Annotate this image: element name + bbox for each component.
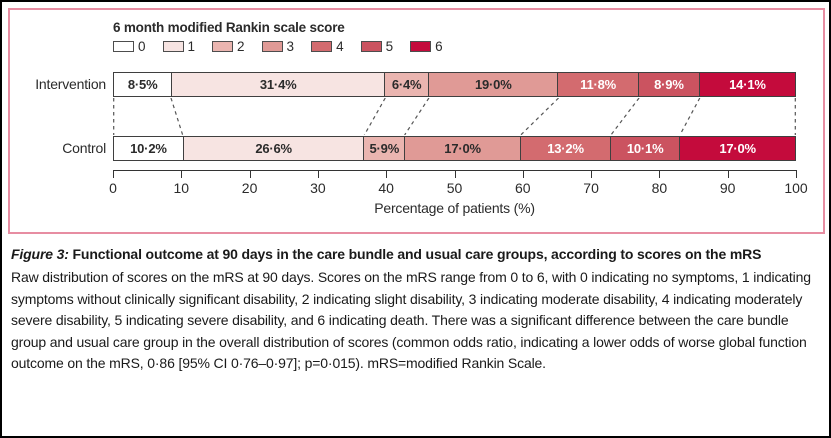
connector-line <box>520 98 559 135</box>
row-label-intervention: Intervention <box>35 76 106 92</box>
legend-item-4: 4 <box>311 39 344 54</box>
segment-mrs1: 26·6% <box>183 137 365 160</box>
chart-panel: 6 month modified Rankin scale score 0 1 2 3… <box>8 8 825 234</box>
caption-body: Raw distribution of scores on the mRS at… <box>11 269 811 371</box>
segment-mrs2: 5·9% <box>364 137 406 160</box>
axis-tick <box>659 171 661 178</box>
connector-line <box>679 98 701 135</box>
legend-swatch-5 <box>360 41 382 52</box>
axis-tick-label: 60 <box>515 180 531 196</box>
axis-tick-label: 10 <box>173 180 190 196</box>
axis-tick-label: 0 <box>109 180 117 196</box>
legend-item-3: 3 <box>261 39 295 54</box>
axis-tick <box>249 171 251 178</box>
caption-title-text: Functional outcome at 90 days in the car… <box>72 246 762 262</box>
connector-line <box>170 98 184 135</box>
figure-caption: Figure 3: Functional outcome at 90 days … <box>2 240 829 375</box>
segment-connector-lines <box>113 98 796 135</box>
legend-item-0: 0 <box>113 39 146 54</box>
segment-mrs0: 10·2% <box>114 137 184 160</box>
axis-tick <box>181 171 183 178</box>
segment-mrs5: 10·1% <box>611 137 681 160</box>
segment-mrs4: 11·8% <box>558 73 639 96</box>
legend-swatch-0 <box>113 41 134 52</box>
axis-tick <box>727 171 729 178</box>
stacked-bar-control: 10·2% 26·6% 5·9% 17·0% 13·2% 10·1% 17·0% <box>113 136 796 161</box>
segment-mrs5: 8·9% <box>638 73 700 96</box>
axis-tick-label: 40 <box>378 180 394 196</box>
segment-mrs0: 8·5% <box>114 73 173 96</box>
axis-tick <box>454 171 456 178</box>
segment-mrs3: 19·0% <box>429 73 559 96</box>
legend-item-1: 1 <box>162 39 196 54</box>
axis-tick-label: 100 <box>784 180 808 196</box>
axis-tick-label: 50 <box>446 180 463 196</box>
x-axis-title: Percentage of patients (%) <box>374 200 535 216</box>
legend-item-2: 2 <box>212 39 245 54</box>
row-label-control: Control <box>62 140 106 156</box>
legend-item-5: 5 <box>360 39 394 54</box>
segment-mrs2: 6·4% <box>385 73 430 96</box>
axis-tick-label: 20 <box>241 180 258 196</box>
axis-tick-label: 90 <box>719 180 736 196</box>
axis-tick <box>317 171 319 178</box>
segment-mrs4: 13·2% <box>520 137 612 160</box>
legend-label: 0 <box>138 39 146 54</box>
segment-mrs1: 31·4% <box>172 73 386 96</box>
axis-tick <box>522 171 524 178</box>
x-axis-line <box>113 170 797 171</box>
legend-swatch-3 <box>261 41 283 52</box>
legend-label: 1 <box>187 39 196 54</box>
legend-item-6: 6 <box>410 39 443 54</box>
legend-label: 6 <box>435 39 443 54</box>
segment-mrs6: 14·1% <box>699 73 795 96</box>
axis-tick-label: 30 <box>310 180 326 196</box>
legend-label: 3 <box>286 39 295 54</box>
segment-mrs3: 17·0% <box>405 137 521 160</box>
legend-swatch-1 <box>162 41 184 52</box>
caption-figure-label: Figure 3: <box>11 246 69 262</box>
axis-tick <box>113 171 114 178</box>
legend-label: 4 <box>336 39 344 54</box>
legend-swatch-2 <box>212 41 234 52</box>
stacked-bar-intervention: 8·5% 31·4% 6·4% 19·0% 11·8% 8·9% 14·1% <box>113 72 796 97</box>
legend-label: 5 <box>385 39 394 54</box>
axis-tick-label: 70 <box>583 180 599 196</box>
axis-tick <box>796 171 797 178</box>
axis-tick-label: 80 <box>651 180 668 196</box>
axis-tick <box>386 171 388 178</box>
legend-swatch-6 <box>410 41 432 52</box>
legend-items: 0 1 2 3 4 5 6 <box>113 39 443 54</box>
connector-line <box>404 98 430 135</box>
legend-label: 2 <box>237 39 245 54</box>
legend: 6 month modified Rankin scale score 0 1 2 3… <box>113 20 443 54</box>
legend-swatch-4 <box>311 41 333 52</box>
caption-title: Figure 3: Functional outcome at 90 days … <box>11 244 824 265</box>
segment-mrs6: 17·0% <box>680 137 795 160</box>
connector-line <box>610 98 640 135</box>
connector-line <box>363 98 386 135</box>
legend-title: 6 month modified Rankin scale score <box>113 20 345 35</box>
axis-tick <box>591 171 593 178</box>
